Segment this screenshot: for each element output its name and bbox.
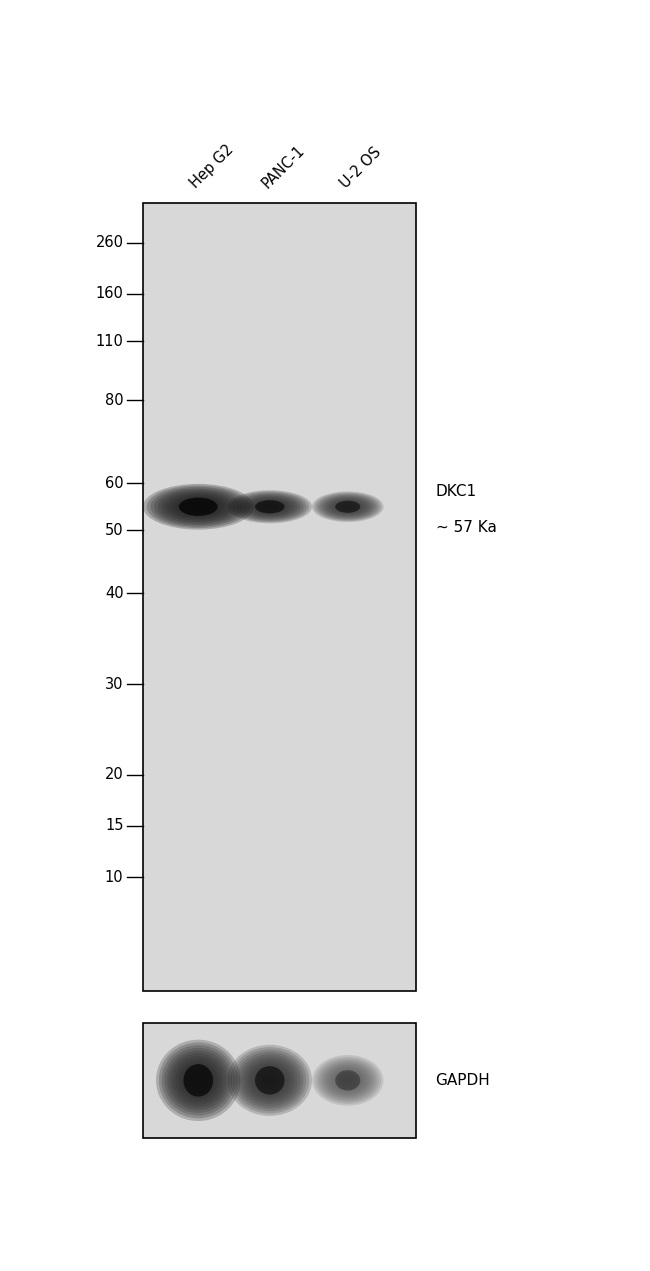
Ellipse shape [150, 487, 246, 526]
Text: 60: 60 [105, 475, 124, 491]
Text: ~ 57 Ka: ~ 57 Ka [436, 520, 497, 535]
Ellipse shape [335, 501, 360, 513]
Ellipse shape [247, 498, 292, 516]
Ellipse shape [183, 501, 213, 513]
Ellipse shape [184, 1066, 213, 1094]
Text: 20: 20 [105, 768, 124, 782]
Ellipse shape [319, 494, 376, 519]
Ellipse shape [236, 493, 304, 520]
Ellipse shape [227, 491, 312, 524]
Ellipse shape [255, 501, 285, 513]
Bar [143, 203, 416, 991]
Ellipse shape [319, 1060, 376, 1101]
Ellipse shape [242, 1056, 298, 1104]
Ellipse shape [322, 496, 374, 519]
Ellipse shape [247, 1061, 292, 1099]
Ellipse shape [244, 497, 295, 517]
Text: 30: 30 [105, 676, 124, 691]
Ellipse shape [250, 500, 289, 515]
Text: 40: 40 [105, 586, 124, 601]
Ellipse shape [253, 1066, 287, 1094]
Ellipse shape [242, 496, 298, 517]
Ellipse shape [329, 498, 367, 515]
Ellipse shape [167, 1051, 229, 1110]
Ellipse shape [227, 1045, 312, 1116]
Ellipse shape [179, 498, 218, 516]
Ellipse shape [170, 1054, 226, 1107]
Ellipse shape [326, 1065, 369, 1096]
Text: 110: 110 [96, 334, 124, 348]
Text: 160: 160 [96, 286, 124, 301]
Ellipse shape [176, 1059, 221, 1102]
Ellipse shape [312, 1055, 384, 1106]
Ellipse shape [161, 492, 235, 522]
Ellipse shape [255, 1066, 285, 1094]
Text: 15: 15 [105, 819, 124, 834]
Ellipse shape [329, 1066, 367, 1094]
Ellipse shape [326, 498, 369, 516]
Ellipse shape [317, 493, 379, 520]
Ellipse shape [230, 1047, 309, 1113]
Ellipse shape [236, 1052, 304, 1108]
Ellipse shape [253, 501, 287, 513]
Ellipse shape [250, 1064, 289, 1097]
Ellipse shape [336, 502, 359, 512]
Text: GAPDH: GAPDH [436, 1073, 490, 1088]
Text: 10: 10 [105, 869, 124, 885]
Ellipse shape [187, 1069, 209, 1092]
Ellipse shape [315, 493, 381, 521]
Ellipse shape [255, 1069, 284, 1092]
Text: Hep G2: Hep G2 [188, 141, 237, 191]
Ellipse shape [143, 484, 254, 530]
Ellipse shape [233, 1050, 306, 1111]
Ellipse shape [335, 1070, 360, 1091]
Ellipse shape [164, 1047, 232, 1113]
Ellipse shape [159, 1042, 238, 1118]
Ellipse shape [180, 500, 216, 515]
Ellipse shape [239, 494, 301, 519]
Ellipse shape [169, 494, 227, 519]
Ellipse shape [317, 1059, 379, 1102]
Ellipse shape [233, 492, 306, 521]
Ellipse shape [244, 1059, 295, 1102]
Ellipse shape [172, 496, 224, 517]
Text: 50: 50 [105, 522, 124, 538]
Ellipse shape [156, 1040, 240, 1121]
Ellipse shape [173, 1056, 224, 1104]
Ellipse shape [331, 500, 365, 513]
Ellipse shape [183, 1064, 213, 1097]
Ellipse shape [176, 498, 220, 516]
Ellipse shape [259, 502, 281, 511]
Ellipse shape [324, 497, 372, 517]
Text: PANC-1: PANC-1 [259, 142, 307, 191]
Text: 260: 260 [96, 235, 124, 250]
Ellipse shape [162, 1045, 235, 1116]
Ellipse shape [179, 1061, 218, 1099]
Ellipse shape [333, 501, 362, 513]
Ellipse shape [158, 491, 239, 524]
Text: 80: 80 [105, 393, 124, 408]
Ellipse shape [315, 1056, 381, 1104]
Ellipse shape [255, 501, 284, 512]
Ellipse shape [312, 492, 384, 522]
Ellipse shape [147, 486, 250, 529]
Ellipse shape [239, 1054, 301, 1107]
Text: DKC1: DKC1 [436, 484, 476, 500]
Ellipse shape [165, 493, 231, 521]
Ellipse shape [322, 1061, 374, 1099]
Ellipse shape [181, 1064, 215, 1097]
Ellipse shape [230, 492, 309, 522]
Bar [143, 1023, 416, 1138]
Text: U-2 OS: U-2 OS [337, 144, 384, 191]
Ellipse shape [154, 488, 242, 525]
Ellipse shape [324, 1064, 372, 1097]
